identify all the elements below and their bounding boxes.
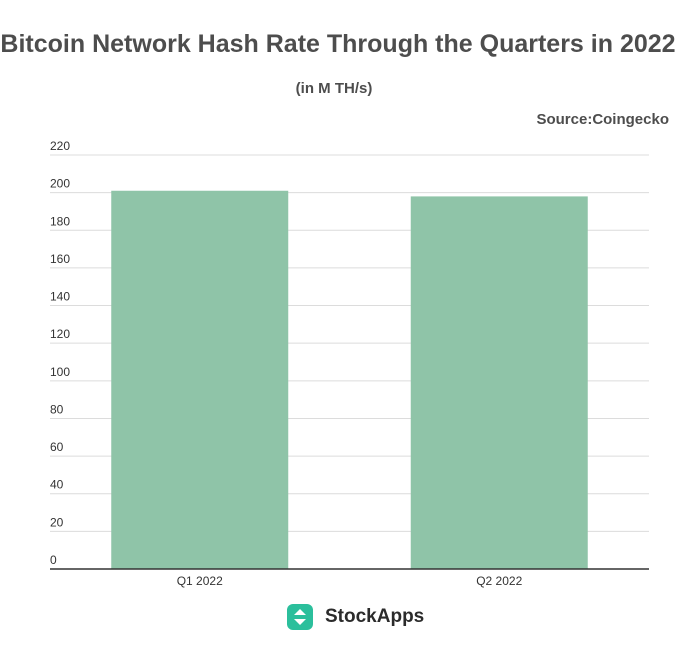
y-tick-label: 40 bbox=[50, 478, 64, 492]
y-tick-label: 20 bbox=[50, 515, 64, 529]
chart-subtitle: (in M TH/s) bbox=[295, 80, 373, 97]
y-tick-label: 200 bbox=[50, 177, 70, 191]
x-tick-label: Q2 2022 bbox=[476, 574, 522, 588]
chart-source: Source:Coingecko bbox=[536, 111, 669, 128]
bar bbox=[111, 190, 289, 569]
y-tick-label: 160 bbox=[50, 252, 70, 266]
brand-footer: StockApps bbox=[287, 603, 424, 631]
brand-name: StockApps bbox=[325, 606, 425, 627]
y-tick-label: 120 bbox=[50, 327, 70, 341]
y-tick-label: 0 bbox=[50, 553, 57, 567]
bar-chart: 0 20 40 60 80 100 120 140 160 180 200 220 Q1 2022 Q2 … bbox=[50, 139, 649, 588]
bar bbox=[410, 196, 588, 569]
y-tick-label: 180 bbox=[50, 214, 70, 228]
stockapps-logo-icon bbox=[287, 604, 313, 630]
y-tick-label: 220 bbox=[50, 139, 70, 153]
y-tick-label: 100 bbox=[50, 365, 70, 379]
chart-title: Bitcoin Network Hash Rate Through the Qu… bbox=[0, 30, 676, 58]
y-tick-label: 80 bbox=[50, 402, 64, 416]
y-tick-label: 60 bbox=[50, 440, 64, 454]
x-tick-label: Q1 2022 bbox=[177, 574, 223, 588]
y-tick-label: 140 bbox=[50, 290, 70, 304]
